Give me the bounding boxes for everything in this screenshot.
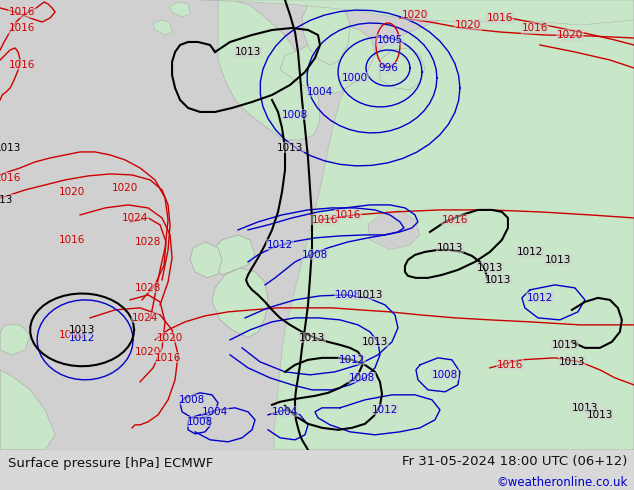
Text: 1028: 1028: [135, 237, 161, 247]
Text: 1008: 1008: [187, 417, 213, 427]
Text: 1005: 1005: [377, 35, 403, 45]
Text: 1004: 1004: [307, 87, 333, 97]
Text: 1012: 1012: [267, 240, 293, 250]
Polygon shape: [200, 0, 634, 25]
Text: 1020: 1020: [112, 183, 138, 193]
Text: 1020: 1020: [557, 30, 583, 40]
Text: 1012: 1012: [339, 355, 365, 365]
Text: 1013: 1013: [357, 290, 383, 300]
Polygon shape: [302, 0, 350, 65]
Text: 1012: 1012: [372, 405, 398, 415]
Text: 1024: 1024: [122, 213, 148, 223]
Text: 1013: 1013: [69, 325, 95, 335]
Text: 1016: 1016: [496, 360, 523, 370]
Polygon shape: [190, 242, 222, 278]
Text: 1013: 1013: [362, 337, 388, 347]
Text: 1013: 1013: [586, 410, 613, 420]
Polygon shape: [212, 268, 268, 338]
Text: 1016: 1016: [522, 23, 548, 33]
Text: 1008: 1008: [335, 290, 361, 300]
Polygon shape: [0, 325, 30, 355]
Polygon shape: [0, 370, 55, 450]
Text: 1020: 1020: [59, 187, 85, 197]
Text: 1016: 1016: [487, 13, 513, 23]
Polygon shape: [380, 48, 425, 90]
Text: 1016: 1016: [9, 60, 36, 70]
Polygon shape: [153, 20, 172, 35]
Text: 1013: 1013: [277, 143, 303, 153]
Text: 1008: 1008: [302, 250, 328, 260]
Text: 1013: 1013: [0, 143, 22, 153]
Text: 1013: 1013: [572, 403, 598, 413]
Text: 1016: 1016: [335, 210, 361, 220]
Text: 1000: 1000: [342, 73, 368, 83]
Text: 1020: 1020: [455, 20, 481, 30]
Text: 1004: 1004: [272, 407, 298, 417]
Text: 1008: 1008: [179, 395, 205, 405]
Text: 1012: 1012: [69, 333, 95, 343]
Text: 1013: 1013: [0, 195, 13, 205]
Text: 1016: 1016: [155, 353, 181, 363]
Polygon shape: [274, 0, 634, 450]
Text: Surface pressure [hPa] ECMWF: Surface pressure [hPa] ECMWF: [8, 457, 213, 470]
Text: 1004: 1004: [202, 407, 228, 417]
Polygon shape: [218, 0, 320, 140]
Polygon shape: [368, 210, 420, 250]
Text: 1008: 1008: [282, 110, 308, 120]
Text: 1016: 1016: [9, 7, 36, 17]
Text: Fr 31-05-2024 18:00 UTC (06+12): Fr 31-05-2024 18:00 UTC (06+12): [403, 455, 628, 467]
Text: 1013: 1013: [477, 263, 503, 273]
Text: 1013: 1013: [545, 255, 571, 265]
Text: 1013: 1013: [299, 333, 325, 343]
Text: 1013: 1013: [559, 357, 585, 367]
Text: 1016: 1016: [9, 23, 36, 33]
Text: 1024: 1024: [132, 313, 158, 323]
Text: 1020: 1020: [157, 333, 183, 343]
Polygon shape: [280, 25, 375, 95]
Text: 1016: 1016: [59, 330, 86, 340]
Text: 1016: 1016: [59, 235, 86, 245]
Text: 1020: 1020: [135, 347, 161, 357]
Text: ©weatheronline.co.uk: ©weatheronline.co.uk: [496, 476, 628, 490]
Text: 1016: 1016: [312, 215, 338, 225]
Text: 1008: 1008: [349, 373, 375, 383]
Text: 1013: 1013: [437, 243, 463, 253]
Text: 1013: 1013: [485, 275, 511, 285]
Text: 1013: 1013: [235, 47, 261, 57]
Text: 1016: 1016: [0, 173, 22, 183]
Text: 1008: 1008: [432, 370, 458, 380]
Text: 1028: 1028: [135, 283, 161, 293]
Text: 1020: 1020: [402, 10, 428, 20]
Polygon shape: [208, 235, 255, 275]
Text: 1012: 1012: [527, 293, 553, 303]
Polygon shape: [170, 2, 190, 17]
Text: 1013: 1013: [552, 340, 578, 350]
Text: 1016: 1016: [442, 215, 468, 225]
Text: 1012: 1012: [517, 247, 543, 257]
Text: 996: 996: [378, 63, 398, 73]
